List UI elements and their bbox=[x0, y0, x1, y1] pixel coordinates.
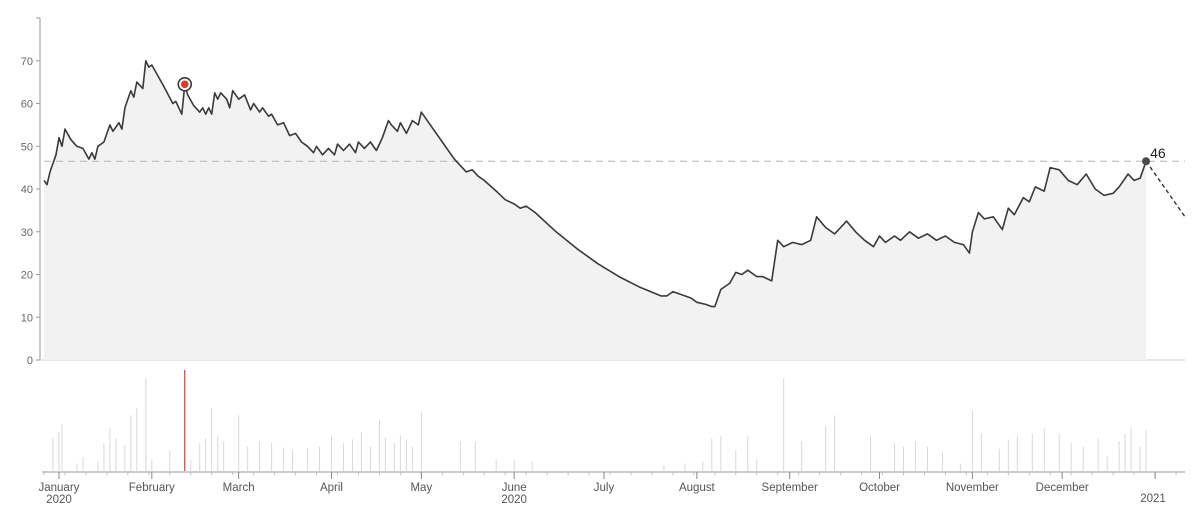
series-area-fill bbox=[44, 60, 1147, 361]
x-month-label: December bbox=[1036, 482, 1089, 494]
x-month-label: January bbox=[39, 482, 80, 494]
y-tick-label: 10 bbox=[21, 312, 33, 324]
forecast-line bbox=[1145, 160, 1186, 218]
x-month-label: September bbox=[762, 482, 818, 494]
x-month-label: August bbox=[679, 482, 716, 494]
y-tick-label: 70 bbox=[21, 56, 33, 68]
volume-bars bbox=[52, 378, 1147, 471]
y-tick-label: 60 bbox=[21, 99, 33, 111]
x-month-label: November bbox=[946, 482, 999, 494]
x-month-label: February bbox=[129, 482, 175, 494]
y-tick-label: 50 bbox=[21, 141, 33, 153]
x-year-label: 2021 bbox=[1140, 493, 1166, 505]
x-month-label: May bbox=[410, 482, 432, 494]
x-month-label: October bbox=[859, 482, 900, 494]
x-month-label: April bbox=[320, 482, 343, 494]
highlight-marker-dot[interactable] bbox=[180, 80, 189, 89]
x-month-label: March bbox=[223, 482, 255, 494]
y-tick-label: 40 bbox=[21, 184, 33, 196]
x-month-label: June bbox=[502, 482, 527, 494]
x-month-label: July bbox=[594, 482, 615, 494]
x-year-label: 2020 bbox=[46, 494, 72, 506]
series-line bbox=[43, 60, 1147, 308]
x-year-label: 2020 bbox=[501, 494, 527, 506]
y-tick-label: 30 bbox=[21, 227, 33, 239]
y-tick-label: 20 bbox=[21, 270, 33, 282]
last-value-dot bbox=[1142, 157, 1151, 166]
last-value-label: 46 bbox=[1150, 145, 1166, 161]
y-tick-label: 0 bbox=[27, 355, 33, 367]
